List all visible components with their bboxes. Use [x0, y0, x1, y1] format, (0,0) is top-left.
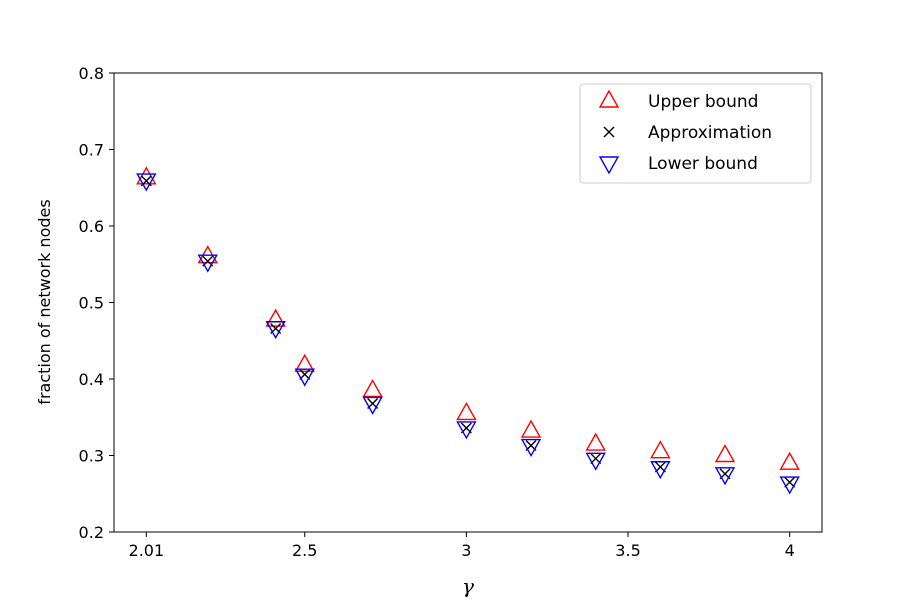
legend-label: Lower bound: [648, 154, 758, 174]
triangle-up-point: [714, 444, 736, 463]
y-tick-label: 0.6: [79, 217, 104, 236]
x-point-stroke: [784, 476, 796, 488]
x-point-stroke: [654, 461, 666, 473]
x-tick-label: 3.5: [615, 541, 640, 560]
triangle-up-point: [650, 440, 671, 459]
triangle-down-point: [779, 476, 800, 495]
x-point: [590, 453, 602, 465]
triangle-up-point: [362, 379, 383, 398]
x-point: [784, 476, 796, 488]
triangle-down-point: [362, 396, 383, 415]
triangle-up-point: [520, 419, 542, 438]
y-tick-label: 0.3: [79, 447, 104, 466]
triangle-down-point: [265, 321, 286, 340]
legend-label: Upper bound: [648, 92, 758, 112]
legend-marker-x-stroke: [603, 126, 615, 138]
triangle-down-point: [650, 461, 671, 480]
y-tick-label: 0.2: [79, 523, 104, 542]
triangle-down-point: [197, 254, 218, 273]
triangle-down-point: [136, 173, 157, 192]
triangle-down-point: [456, 421, 477, 440]
x-tick-label: 2.5: [292, 541, 317, 560]
x-axis-label: γ: [462, 574, 474, 598]
y-tick-label: 0.5: [79, 294, 104, 313]
x-point-stroke: [590, 453, 602, 465]
triangle-down-point: [714, 467, 736, 486]
triangle-up-point: [779, 451, 800, 470]
y-tick-label: 0.7: [79, 141, 104, 160]
legend-box: [579, 83, 812, 184]
legend-marker-x: [603, 126, 615, 138]
legend-label: Approximation: [648, 123, 772, 143]
x-point: [654, 461, 666, 473]
y-axis-label: fraction of network nodes: [35, 199, 54, 404]
triangle-down-point: [585, 452, 606, 471]
x-tick-label: 2.01: [129, 541, 165, 560]
triangle-down-point: [294, 368, 315, 387]
series-lower-bound: [136, 173, 800, 495]
legend-marker-triangle-down: [598, 156, 620, 175]
triangle-up-point: [294, 353, 315, 372]
triangle-up-point: [265, 308, 286, 327]
x-point: [299, 368, 311, 380]
triangle-up-point: [585, 432, 606, 451]
triangle-up-point: [456, 401, 477, 421]
x-axis: 2.01 2.5 3 3.5 4: [129, 532, 795, 560]
triangle-down-point: [520, 438, 542, 457]
x-tick-label: 3: [461, 541, 471, 560]
legend-marker-triangle-up: [598, 89, 620, 108]
y-tick-label: 0.4: [79, 370, 104, 389]
legend: Upper bound Approximation Lower bound: [579, 83, 812, 184]
y-axis: 0.2 0.3 0.4 0.5 0.6 0.7 0.8: [79, 64, 114, 542]
x-tick-label: 4: [785, 541, 795, 560]
x-point-stroke: [299, 368, 311, 380]
y-tick-label: 0.8: [79, 64, 104, 83]
data-points: [136, 166, 800, 495]
